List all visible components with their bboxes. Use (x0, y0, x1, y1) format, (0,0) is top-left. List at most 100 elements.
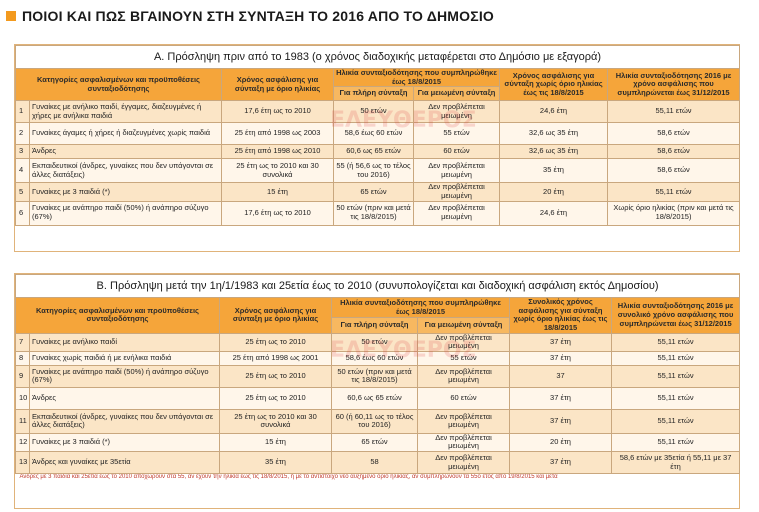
row-insurance-time: 25 έτη από 1998 ως 2001 (219, 350, 332, 366)
row-reduced-pension: 55 ετών (413, 122, 500, 146)
row-time-no-limit: 35 έτη (499, 158, 608, 184)
row-number: 4 (15, 158, 30, 184)
row-full-pension: 60,6 ως 65 ετών (331, 386, 418, 410)
row-number: 13 (15, 451, 30, 474)
row-category: Γυναίκες άγαμες ή χήρες ή διαζευγμένες χ… (29, 122, 222, 146)
row-age-2016: 55,11 ετών (610, 432, 741, 453)
row-insurance-time: 15 έτη (219, 432, 332, 453)
row-full-pension: 58,6 έως 60 ετών (333, 122, 414, 146)
table-row: 12 Γυναίκες με 3 παιδιά (*) 15 έτη 65 ετών Δ… (15, 432, 741, 453)
row-time-no-limit: 37 (509, 364, 612, 388)
row-full-pension: 55 (ή 56,6 ως το τέλος του 2016) (333, 158, 414, 184)
table-row: 9 Γυναίκες με ανάπηρο παιδί (50%) ή ανάπη… (15, 364, 741, 388)
header-age-2016: Ηλικία συνταξιοδότησης 2016 με συνολικό … (610, 297, 741, 334)
row-category: Άνδρες (29, 386, 220, 410)
row-age-2016: 58,6 ετών (606, 144, 741, 160)
table-row: 6 Γυναίκες με ανάπηρο παιδί (50%) ή ανάπη… (15, 200, 741, 226)
row-insurance-time: 25 έτη ως το 2010 (219, 332, 332, 352)
row-number: 8 (15, 350, 30, 366)
row-time-no-limit: 32,6 ως 35 έτη (499, 122, 608, 146)
row-age-2016: 55,11 ετών (610, 350, 741, 366)
row-insurance-time: 25 έτη ως το 2010 και 30 συνολικά (221, 158, 334, 184)
row-category: Γυναίκες με ανάπηρο παιδί (50%) ή ανάπηρ… (29, 364, 220, 388)
row-reduced-pension: Δεν προβλέπεται μειωμένη (417, 432, 510, 453)
row-reduced-pension: Δεν προβλέπεται μειωμένη (417, 451, 510, 474)
row-insurance-time: 25 έτη από 1998 ως 2003 (221, 122, 334, 146)
header-reduced: Για μειωμένη σύνταξη (417, 317, 510, 334)
row-full-pension: 65 ετών (333, 182, 414, 202)
header-full: Για πλήρη σύνταξη (331, 317, 418, 334)
row-reduced-pension: 60 ετών (417, 386, 510, 410)
row-age-2016: 55,11 ετών (606, 182, 741, 202)
row-number: 7 (15, 332, 30, 352)
row-reduced-pension: Δεν προβλέπεται μειωμένη (413, 158, 500, 184)
row-reduced-pension: Δεν προβλέπεται μειωμένη (413, 200, 500, 226)
row-reduced-pension: 60 ετών (413, 144, 500, 160)
row-full-pension: 58 (331, 451, 418, 474)
table-row: 4 Εκπαιδευτικοί (άνδρες, γυναίκες που δεν… (15, 158, 741, 184)
table-row: 2 Γυναίκες άγαμες ή χήρες ή διαζευγμένες … (15, 122, 741, 146)
row-insurance-time: 25 έτη ως το 2010 και 30 συνολικά (219, 408, 332, 434)
row-number: 1 (15, 100, 30, 124)
footnote: Ανδρες με 3 παιδιά και 25ετία έως το 201… (19, 474, 558, 480)
row-age-2016: 55,11 ετών (610, 408, 741, 434)
row-full-pension: 60,6 ως 65 ετών (333, 144, 414, 160)
header-full: Για πλήρη σύνταξη (333, 86, 414, 102)
row-full-pension: 50 ετών (πριν και μετά τις 18/8/2015) (331, 364, 418, 388)
table-row: 3 Άνδρες 25 έτη από 1998 ως 2010 60,6 ως 65… (15, 144, 741, 160)
row-full-pension: 50 ετών (πριν και μετά τις 18/8/2015) (333, 200, 414, 226)
row-insurance-time: 15 έτη (221, 182, 334, 202)
row-category: Άνδρες και γυναίκες με 35ετία (29, 451, 220, 474)
bullet-square-icon (6, 11, 16, 21)
row-reduced-pension: Δεν προβλέπεται μειωμένη (417, 332, 510, 352)
row-reduced-pension: 55 ετών (417, 350, 510, 366)
row-time-no-limit: 20 έτη (509, 432, 612, 453)
row-age-2016: Χωρίς όριο ηλικίας (πριν και μετά τις 18… (606, 200, 741, 226)
row-category: Γυναίκες με 3 παιδιά (*) (29, 432, 220, 453)
row-insurance-time: 17,6 έτη ως το 2010 (221, 100, 334, 124)
row-category: Γυναίκες με ανήλικο παιδί (29, 332, 220, 352)
header-category: Κατηγορίες ασφαλισμένων και προϋποθέσεις… (15, 67, 222, 102)
row-age-2016: 58,6 ετών (606, 122, 741, 146)
row-reduced-pension: Δεν προβλέπεται μειωμένη (417, 364, 510, 388)
header-insurance-time: Χρόνος ασφάλισης για σύνταξη με όριο ηλι… (219, 297, 332, 334)
row-number: 11 (15, 408, 30, 434)
row-insurance-time: 25 έτη ως το 2010 (219, 386, 332, 410)
page-header: ΠΟΙΟΙ ΚΑΙ ΠΩΣ ΒΓΑΙΝΟΥΝ ΣΤΗ ΣΥΝΤΑΞΗ ΤΟ 20… (6, 6, 494, 26)
row-full-pension: 50 ετών (333, 100, 414, 124)
row-reduced-pension: Δεν προβλέπεται μειωμένη (413, 182, 500, 202)
row-number: 12 (15, 432, 30, 453)
header-time-no-limit: Συνολικός χρόνος ασφάλισης για σύνταξη χ… (509, 297, 612, 334)
row-age-2016: 55,11 ετών (610, 364, 741, 388)
row-insurance-time: 35 έτη (219, 451, 332, 474)
row-time-no-limit: 37 έτη (509, 350, 612, 366)
row-full-pension: 60 (ή 60,11 ως το τέλος του 2016) (331, 408, 418, 434)
row-insurance-time: 25 έτη ως το 2010 (219, 364, 332, 388)
table-b: Β. Πρόσληψη μετά την 1η/1/1983 και 25ετί… (14, 274, 741, 481)
row-time-no-limit: 37 έτη (509, 332, 612, 352)
row-full-pension: 65 ετών (331, 432, 418, 453)
row-number: 10 (15, 386, 30, 410)
header-category: Κατηγορίες ασφαλισμένων και προϋποθέσεις… (15, 297, 220, 334)
page-title: ΠΟΙΟΙ ΚΑΙ ΠΩΣ ΒΓΑΙΝΟΥΝ ΣΤΗ ΣΥΝΤΑΞΗ ΤΟ 20… (22, 8, 495, 24)
row-reduced-pension: Δεν προβλέπεται μειωμένη (417, 408, 510, 434)
table-row: 13 Άνδρες και γυναίκες με 35ετία 35 έτη 58 Δ… (15, 451, 741, 474)
row-category: Εκπαιδευτικοί (άνδρες, γυναίκες που δεν … (29, 408, 220, 434)
row-full-pension: 50 ετών (331, 332, 418, 352)
table-row: 11 Εκπαιδευτικοί (άνδρες, γυναίκες που δε… (15, 408, 741, 434)
header-age-group: Ηλικία συνταξιοδότησης που συμπληρώθηκε … (331, 296, 510, 319)
header-age-group: Ηλικία συνταξιοδότησης που συμπληρώθηκε … (333, 67, 500, 88)
row-number: 5 (15, 182, 30, 202)
table-row: 5 Γυναίκες με 3 παιδιά (*) 15 έτη 65 ετών Δε… (15, 182, 741, 202)
row-time-no-limit: 32,6 ως 35 έτη (499, 144, 608, 160)
table-block-a: Α. Πρόσληψη πριν από το 1983 (ο χρόνος δ… (14, 44, 741, 252)
table-b-body: 7 Γυναίκες με ανήλικο παιδί 25 έτη ως το 2… (15, 332, 741, 474)
row-time-no-limit: 37 έτη (509, 386, 612, 410)
row-number: 3 (15, 144, 30, 160)
table-a-body: 1 Γυναίκες με ανήλικο παιδί, έγγαμες, δια… (15, 100, 741, 226)
row-category: Γυναίκες χωρίς παιδιά ή με ενήλικα παιδι… (29, 350, 220, 366)
row-time-no-limit: 24,6 έτη (499, 100, 608, 124)
row-age-2016: 55,11 ετών (606, 100, 741, 124)
row-number: 6 (15, 200, 30, 226)
table-a: Α. Πρόσληψη πριν από το 1983 (ο χρόνος δ… (14, 45, 741, 226)
